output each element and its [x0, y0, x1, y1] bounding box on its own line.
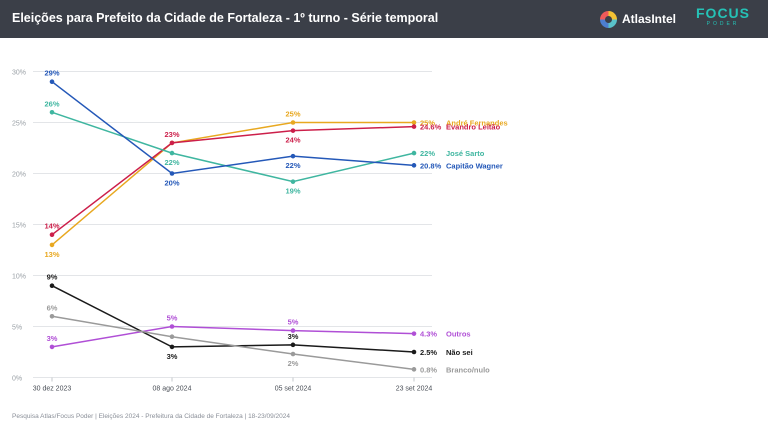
x-tick-label: 23 set 2024: [396, 386, 433, 393]
data-point-branco-nulo: [411, 367, 417, 372]
data-label-outros: 3%: [47, 334, 58, 343]
data-point-capitao-wagner: [169, 171, 175, 176]
data-label-evandro-leitao: 23%: [164, 130, 179, 139]
data-point-branco-nulo: [49, 314, 55, 319]
data-label-jose-sarto: 19%: [285, 187, 300, 196]
data-labels: 13% 25% 25% André Fernandes 14% 23% 24% 24.6% Ev…: [44, 69, 507, 375]
x-tick-label: 08 ago 2024: [153, 386, 192, 393]
data-point-evandro-leitao: [411, 124, 417, 129]
data-label-evandro-leitao: 14%: [44, 222, 59, 231]
y-tick-label: 15%: [12, 223, 26, 230]
data-point-outros: [49, 344, 55, 350]
data-label-capitao-wagner: 29%: [44, 69, 59, 78]
y-tick-label: 0%: [12, 376, 22, 383]
focus-poder-logo: FOCUS PODER: [693, 6, 753, 28]
data-label-jose-sarto: 22%: [164, 158, 179, 167]
data-point-evandro-leitao: [169, 140, 175, 146]
focus-logo-subtext: PODER: [706, 21, 740, 27]
y-tick-label: 30%: [12, 70, 26, 77]
data-label-nao-sei: 9%: [47, 273, 58, 282]
x-tick-label: 30 dez 2023: [33, 386, 72, 393]
y-tick-label: 5%: [12, 325, 22, 332]
data-point-evandro-leitao: [49, 232, 55, 237]
data-point-outros: [169, 324, 175, 329]
end-value-label-nao-sei: 2.5%: [420, 348, 437, 357]
series-line-branco-nulo: [51, 315, 415, 371]
data-label-nao-sei: 3%: [167, 352, 178, 361]
data-point-nao-sei: [169, 344, 175, 350]
series-name-label-capitao-wagner: Capitão Wagner: [446, 161, 503, 170]
series-line-outros: [51, 325, 415, 348]
line-chart: 0% 5% 10% 15% 20% 25% 30% 30 dez 2023 08 ago 20…: [12, 69, 508, 393]
data-label-evandro-leitao: 24%: [285, 136, 300, 145]
chart-header: Eleições para Prefeito da Cidade de Fort…: [0, 0, 768, 38]
atlasintel-logo: AtlasIntel: [600, 8, 676, 30]
data-point-capitao-wagner: [411, 163, 417, 168]
series-line-evandro-leitao: [51, 125, 415, 236]
series-layer: [49, 79, 417, 372]
x-axis-ticks: 30 dez 2023 08 ago 2024 05 set 2024 23 set …: [33, 377, 433, 393]
data-label-capitao-wagner: 20%: [164, 179, 179, 188]
data-point-jose-sarto: [290, 179, 296, 184]
series-name-label-andre-fernandes: André Fernandes: [446, 119, 508, 128]
end-value-label-branco-nulo: 0.8%: [420, 365, 437, 374]
data-label-branco-nulo: 6%: [47, 303, 58, 312]
chart-footer-source: Pesquisa Atlas/Focus Poder | Eleições 20…: [12, 413, 290, 420]
data-label-andre-fernandes: 25%: [285, 110, 300, 119]
chart-title: Eleições para Prefeito da Cidade de Fort…: [12, 11, 439, 25]
data-point-jose-sarto: [411, 150, 417, 156]
x-tick-label: 05 set 2024: [275, 386, 312, 393]
series-line-andre-fernandes: [51, 121, 414, 246]
data-point-outros: [290, 328, 296, 333]
data-point-nao-sei: [290, 342, 296, 348]
series-name-label-outros: Outros: [446, 330, 471, 339]
data-label-outros: 5%: [288, 318, 299, 327]
data-point-branco-nulo: [169, 334, 175, 340]
data-point-jose-sarto: [49, 110, 55, 115]
data-point-andre-fernandes: [49, 242, 55, 248]
data-label-jose-sarto: 26%: [44, 99, 59, 108]
y-tick-label: 10%: [12, 274, 26, 281]
data-point-outros: [411, 331, 417, 336]
series-name-label-nao-sei: Não sei: [446, 348, 473, 357]
atlasintel-logo-icon: [600, 10, 617, 28]
series-line-nao-sei: [51, 285, 415, 353]
end-value-label-evandro-leitao: 24.6%: [420, 123, 442, 132]
data-label-branco-nulo: 2%: [288, 359, 299, 368]
data-point-nao-sei: [49, 283, 55, 288]
data-point-capitao-wagner: [290, 153, 296, 159]
series-line-jose-sarto: [51, 111, 415, 183]
series-line-capitao-wagner: [51, 81, 415, 175]
y-axis-ticks: 0% 5% 10% 15% 20% 25% 30%: [12, 70, 26, 383]
focus-logo-text: FOCUS: [696, 5, 750, 21]
series-name-label-evandro-leitao: Evandro Leitão: [446, 123, 501, 132]
data-point-capitao-wagner: [49, 79, 55, 84]
end-value-label-outros: 4.3%: [420, 330, 437, 339]
gridlines: [33, 71, 432, 378]
end-value-label-andre-fernandes: 25%: [420, 119, 435, 128]
atlasintel-logo-text: AtlasIntel: [622, 12, 677, 26]
end-value-label-jose-sarto: 22%: [420, 149, 435, 158]
data-point-jose-sarto: [169, 150, 175, 156]
series-name-label-jose-sarto: José Sarto: [446, 149, 485, 158]
end-value-label-capitao-wagner: 20.8%: [420, 161, 442, 170]
data-point-andre-fernandes: [411, 120, 417, 125]
data-label-outros: 5%: [167, 314, 178, 323]
data-point-nao-sei: [411, 349, 417, 355]
data-label-capitao-wagner: 22%: [285, 161, 300, 170]
y-tick-label: 20%: [12, 172, 26, 179]
data-point-branco-nulo: [290, 351, 296, 357]
y-tick-label: 25%: [12, 121, 26, 128]
data-point-evandro-leitao: [290, 128, 296, 133]
data-label-nao-sei: 3%: [288, 332, 299, 341]
data-label-andre-fernandes: 13%: [44, 250, 59, 259]
data-point-andre-fernandes: [290, 120, 296, 125]
series-name-label-branco-nulo: Branco/nulo: [446, 365, 490, 374]
